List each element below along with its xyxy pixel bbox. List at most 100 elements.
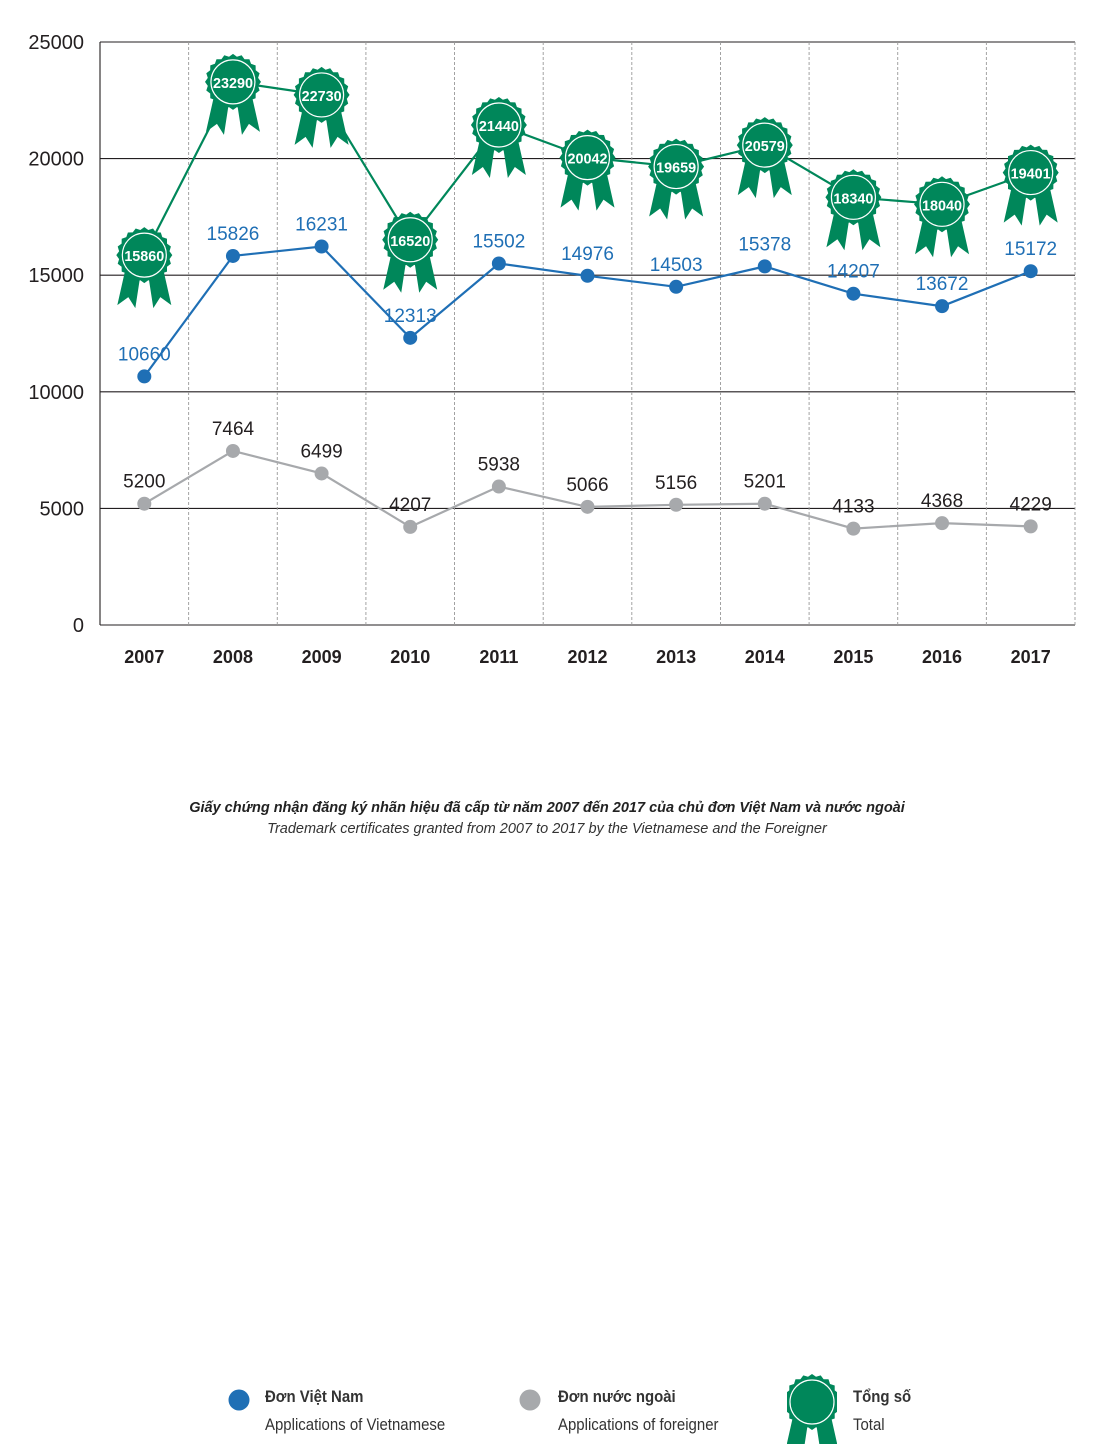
- data-point-vn: [225, 248, 240, 263]
- y-tick-label: 5000: [40, 498, 85, 520]
- ribbon-badge: [116, 227, 173, 284]
- chart-caption-en: Trademark certificates granted from 2007…: [267, 821, 827, 837]
- data-label: 4133: [832, 497, 874, 518]
- y-axis: 0 5000 10000 15000 20000 25000: [28, 32, 84, 637]
- data-label: 4207: [389, 495, 431, 516]
- y-tick-label: 20000: [28, 149, 84, 171]
- data-label: 18340: [833, 190, 873, 207]
- x-tick-label: 2017: [1011, 647, 1051, 667]
- data-point-foreign: [1023, 519, 1038, 534]
- legend-label-total-en: Total: [853, 1415, 885, 1434]
- data-label: 15502: [472, 231, 525, 252]
- data-point-total: 20579: [736, 117, 793, 199]
- ribbon-badge: [470, 97, 527, 153]
- legend-label-vietnamese-en: Applications of Vietnamese: [265, 1415, 446, 1434]
- data-label: 16231: [295, 214, 348, 235]
- data-label: 6499: [300, 441, 342, 462]
- data-label: 14976: [561, 244, 614, 265]
- data-label: 5156: [655, 473, 697, 494]
- grid-lines: [99, 41, 1076, 626]
- ribbon-ring: [121, 232, 167, 278]
- ribbon-badge: [648, 138, 705, 195]
- data-label: 14207: [827, 262, 880, 283]
- data-label: 5201: [744, 472, 786, 493]
- data-point-vn: [403, 330, 418, 345]
- ribbon-ring: [830, 174, 877, 220]
- x-tick-label: 2007: [124, 647, 164, 667]
- data-label: 15172: [1004, 239, 1057, 260]
- ribbon-badge: [736, 117, 793, 174]
- data-point-total: 16520: [382, 211, 439, 293]
- data-point-foreign: [935, 516, 950, 531]
- ribbon-badge: [825, 169, 882, 226]
- legend-label-vietnamese: Đơn Việt Nam: [265, 1387, 364, 1406]
- data-label: 16520: [390, 233, 430, 250]
- data-point-vn: [137, 369, 152, 384]
- ribbon-badge: [914, 176, 970, 233]
- data-label: 18040: [922, 197, 962, 214]
- ribbon-ring: [476, 102, 522, 148]
- x-tick-label: 2008: [213, 647, 253, 667]
- x-tick-label: 2011: [479, 647, 518, 667]
- ribbon-ring: [298, 72, 345, 118]
- data-point-foreign: [580, 499, 595, 514]
- data-point-foreign: [757, 496, 772, 511]
- data-point-vn: [935, 299, 950, 314]
- data-point-total: 18040: [914, 176, 970, 258]
- data-point-vn: [580, 268, 595, 283]
- legend: Đơn Việt Nam Applications of Vietnamese …: [0, 690, 1094, 1444]
- legend-label-total: Tổng số: [853, 1387, 912, 1406]
- data-label: 21440: [479, 118, 519, 135]
- ribbon-badge: [293, 66, 350, 123]
- legend-label-foreign-en: Applications of foreigner: [558, 1415, 719, 1434]
- data-point-vn: [846, 286, 861, 301]
- y-tick-label: 25000: [28, 32, 84, 54]
- data-point-foreign: [314, 466, 329, 481]
- ribbon-badge: [559, 129, 616, 186]
- data-point-vn: [491, 256, 506, 271]
- ribbon-ring: [210, 59, 256, 105]
- ribbon-badge: [1002, 144, 1059, 201]
- data-point-total: 22730: [293, 66, 350, 148]
- data-point-vn: [314, 239, 329, 254]
- data-point-total: 23290: [205, 53, 261, 135]
- legend-marker-foreign: [519, 1389, 541, 1411]
- data-label: 13672: [916, 274, 969, 295]
- data-label: 14503: [650, 255, 703, 276]
- legend-ribbon-shape: [787, 1374, 837, 1444]
- data-point-foreign: [403, 519, 418, 534]
- data-point-vn: [757, 259, 772, 274]
- data-point-total: 19401: [1002, 144, 1059, 226]
- data-point-total: 21440: [470, 97, 527, 179]
- y-tick-label: 10000: [28, 382, 84, 404]
- data-label: 15378: [738, 234, 791, 255]
- data-point-total: 19659: [648, 138, 705, 220]
- data-label: 22730: [302, 88, 342, 105]
- data-point-vn: [1023, 264, 1038, 279]
- data-label: 15826: [207, 224, 260, 245]
- x-tick-label: 2016: [922, 647, 962, 667]
- data-point-foreign: [137, 496, 152, 511]
- x-tick-label: 2012: [567, 647, 607, 667]
- data-label: 20042: [568, 151, 608, 168]
- chart-caption: Giấy chứng nhận đăng ký nhãn hiệu đã cấp…: [189, 800, 905, 816]
- data-label: 5066: [566, 475, 608, 496]
- data-label: 5938: [478, 455, 520, 476]
- data-label: 4229: [1010, 494, 1052, 515]
- ribbon-badge: [382, 211, 439, 268]
- data-label: 5200: [123, 472, 165, 493]
- data-label: 15860: [124, 248, 164, 265]
- data-label: 4368: [921, 491, 963, 512]
- legend-label-foreign: Đơn nước ngoài: [558, 1387, 676, 1406]
- data-label: 19401: [1011, 166, 1051, 183]
- ribbon-ring: [387, 217, 433, 263]
- data-label: 12313: [384, 306, 437, 327]
- series-vietnamese-applications: 10660 15826 16231 12313 15502 14976 14503 15378…: [118, 214, 1057, 384]
- x-tick-label: 2014: [745, 647, 785, 667]
- y-tick-label: 0: [73, 615, 84, 637]
- data-point-foreign: [669, 497, 684, 512]
- x-axis: 2007 2008 2009 2010 2011 2012 2013 2014 2015 2016…: [124, 647, 1050, 667]
- data-label: 10660: [118, 344, 171, 365]
- data-label: 20579: [745, 138, 785, 155]
